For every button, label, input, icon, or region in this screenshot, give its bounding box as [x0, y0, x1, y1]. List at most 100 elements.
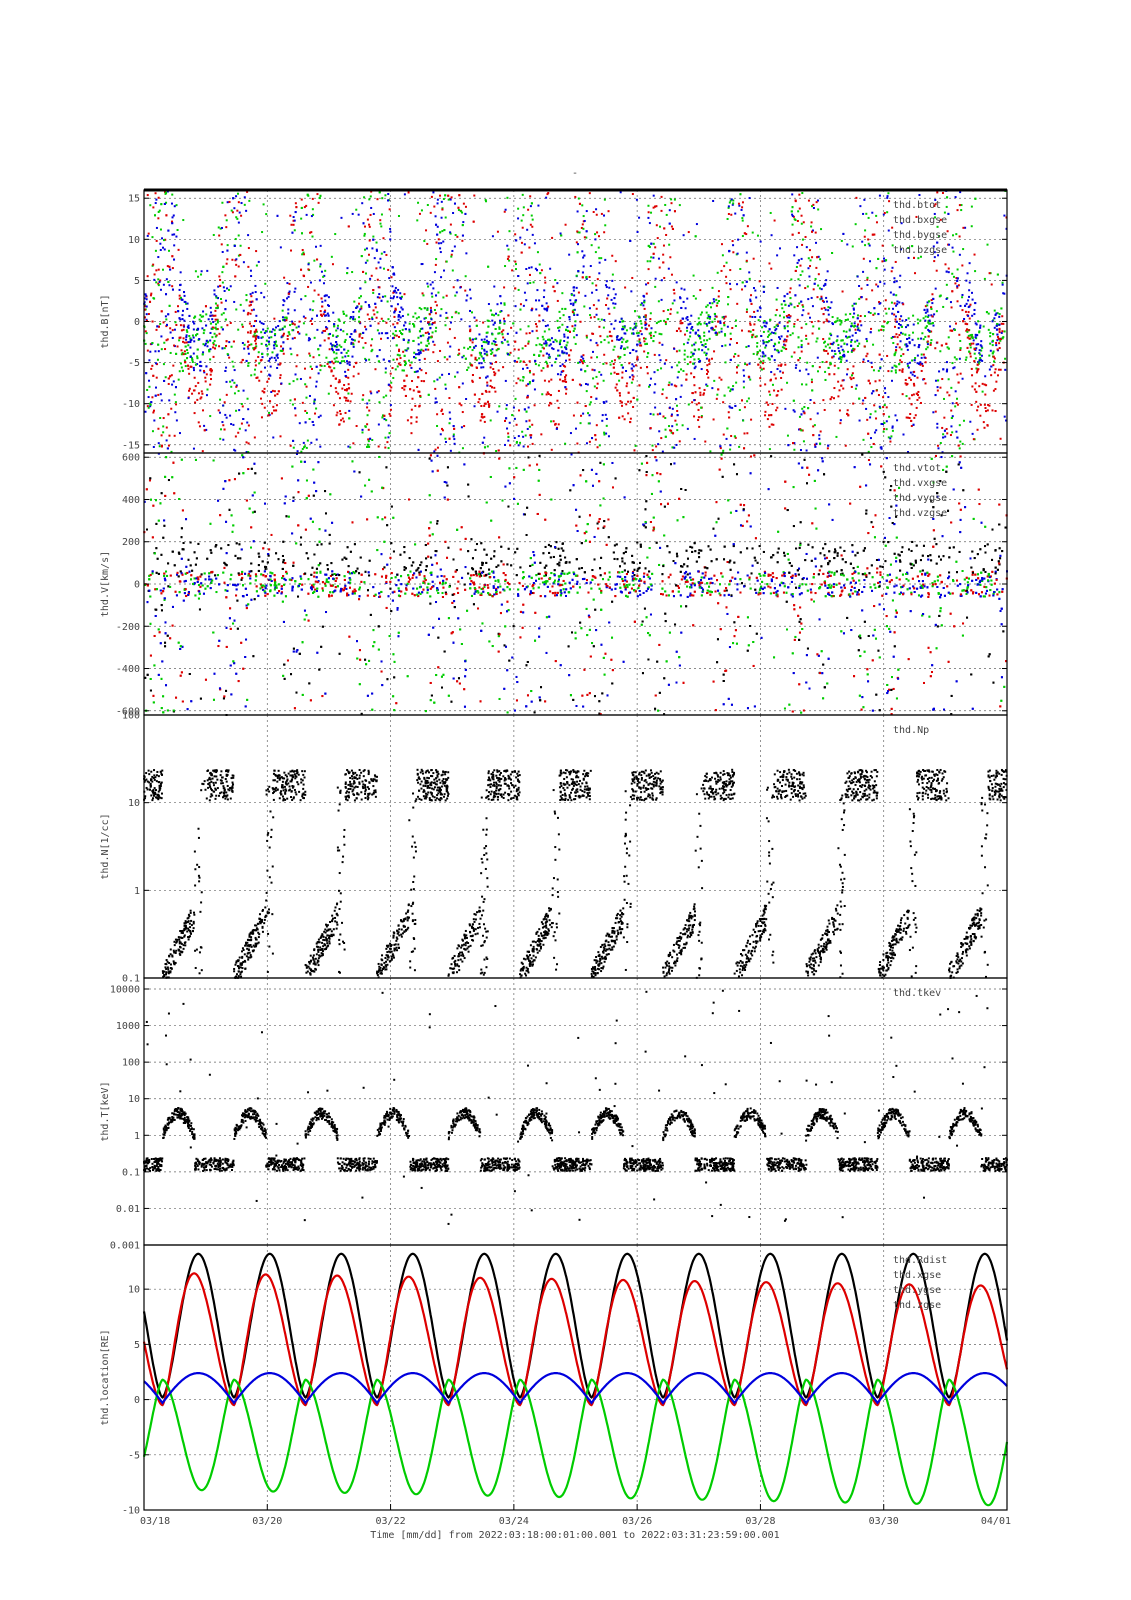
data-point	[563, 336, 565, 338]
data-point	[163, 363, 165, 365]
data-point	[644, 308, 646, 310]
data-point	[175, 353, 177, 355]
data-point	[991, 283, 993, 285]
data-point	[650, 427, 652, 429]
data-point	[753, 258, 755, 260]
data-point	[951, 290, 953, 292]
data-point	[187, 352, 189, 354]
data-point	[366, 260, 368, 262]
data-point	[831, 350, 833, 352]
data-point	[305, 334, 307, 336]
data-point	[647, 205, 649, 207]
data-point	[636, 199, 638, 201]
data-point	[883, 431, 885, 433]
data-point	[527, 428, 529, 430]
data-point	[816, 256, 818, 258]
data-point	[959, 447, 961, 449]
data-point	[378, 293, 380, 295]
data-point	[218, 226, 220, 228]
data-point	[522, 380, 524, 382]
data-point	[511, 269, 513, 271]
data-point	[366, 406, 368, 408]
data-point	[551, 365, 553, 367]
data-point	[769, 394, 771, 396]
data-point	[470, 354, 472, 356]
data-point	[900, 332, 902, 334]
data-point	[764, 411, 766, 413]
data-point	[464, 213, 466, 215]
data-point	[742, 281, 744, 283]
data-point	[871, 289, 873, 291]
data-point	[621, 371, 623, 373]
data-point	[607, 294, 609, 296]
data-point	[171, 234, 173, 236]
data-point	[579, 231, 581, 233]
data-point	[671, 425, 673, 427]
data-point	[870, 437, 872, 439]
data-point	[160, 393, 162, 395]
data-point	[159, 243, 161, 245]
data-point	[652, 449, 654, 451]
data-point	[801, 408, 803, 410]
data-point	[268, 374, 270, 376]
data-point	[734, 435, 736, 437]
data-point	[196, 355, 198, 357]
data-point	[562, 370, 564, 372]
data-point	[955, 323, 957, 325]
data-point	[274, 390, 276, 392]
data-point	[700, 341, 702, 343]
data-point	[431, 318, 433, 320]
data-point	[312, 309, 314, 311]
data-point	[159, 445, 161, 447]
data-point	[561, 346, 563, 348]
data-point	[627, 401, 629, 403]
data-point	[158, 269, 160, 271]
data-point	[280, 345, 282, 347]
data-point	[352, 213, 354, 215]
data-point	[660, 359, 662, 361]
data-point	[290, 250, 292, 252]
data-point	[876, 390, 878, 392]
data-point	[759, 280, 761, 282]
data-point	[368, 440, 370, 442]
data-point	[594, 316, 596, 318]
data-point	[155, 192, 157, 194]
data-point	[171, 384, 173, 386]
data-point	[273, 344, 275, 346]
data-point	[241, 403, 243, 405]
data-point	[792, 215, 794, 217]
data-point	[914, 344, 916, 346]
data-point	[690, 315, 692, 317]
data-point	[969, 343, 971, 345]
data-point	[387, 269, 389, 271]
data-point	[824, 371, 826, 373]
data-point	[688, 231, 690, 233]
data-point	[155, 281, 157, 283]
data-point	[484, 446, 486, 448]
data-point	[451, 250, 453, 252]
data-point	[868, 311, 870, 313]
data-point	[962, 248, 964, 250]
data-point	[218, 235, 220, 237]
data-point	[364, 226, 366, 228]
data-point	[896, 321, 898, 323]
data-point	[272, 436, 274, 438]
data-point	[850, 341, 852, 343]
data-point	[243, 261, 245, 263]
data-point	[234, 392, 236, 394]
data-point	[852, 365, 854, 367]
data-point	[998, 324, 1000, 326]
data-point	[676, 424, 678, 426]
data-point	[580, 415, 582, 417]
data-point	[222, 282, 224, 284]
data-point	[739, 409, 741, 411]
data-point	[430, 284, 432, 286]
data-point	[961, 264, 963, 266]
data-point	[540, 433, 542, 435]
data-point	[351, 393, 353, 395]
data-point	[173, 214, 175, 216]
data-point	[899, 286, 901, 288]
data-point	[483, 437, 485, 439]
data-point	[340, 352, 342, 354]
data-point	[238, 234, 240, 236]
